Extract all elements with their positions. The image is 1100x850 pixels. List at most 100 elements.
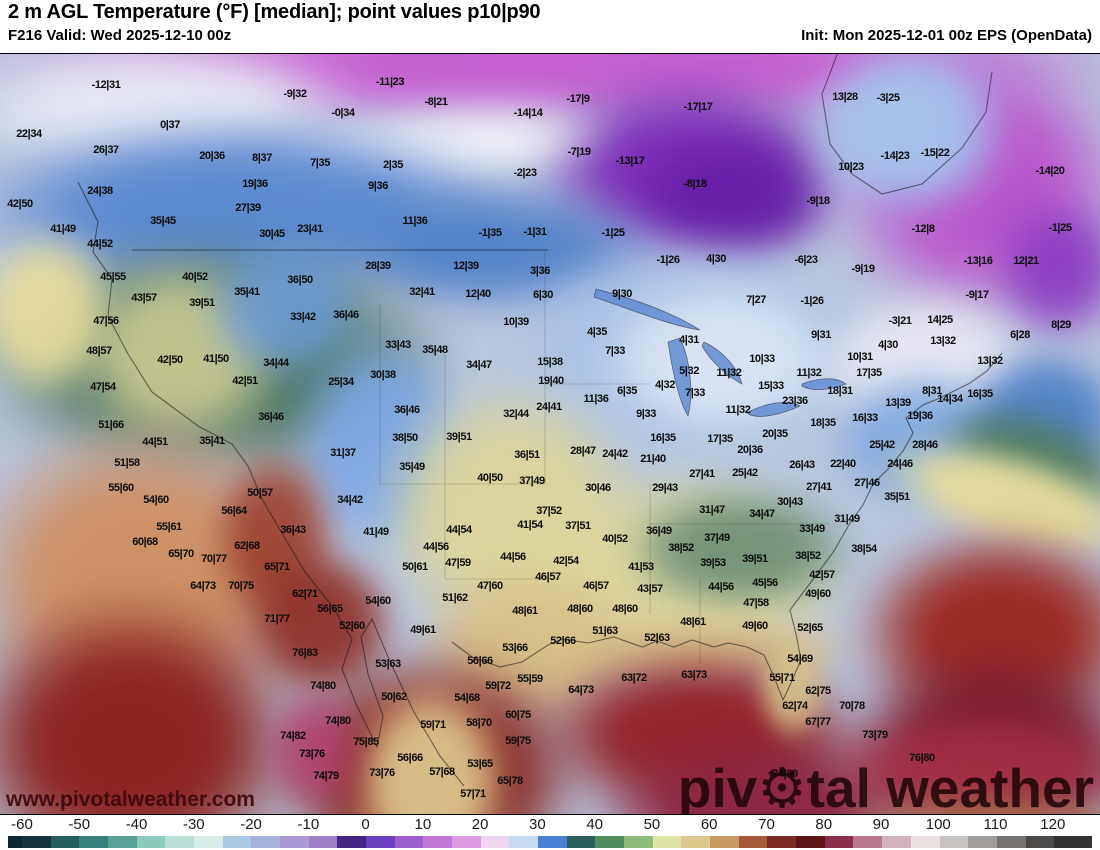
point-value: 7|35: [310, 157, 330, 169]
point-value: 50|62: [381, 691, 407, 703]
point-value: 19|36: [907, 410, 933, 422]
point-value: 31|37: [330, 447, 356, 459]
point-value: 51|66: [98, 419, 124, 431]
point-value: 27|46: [854, 477, 880, 489]
colorbar-tick: 70: [758, 816, 775, 833]
point-value: 23|41: [297, 223, 323, 235]
point-value: 36|50: [287, 274, 313, 286]
point-value: 38|54: [851, 543, 877, 555]
colorbar-segment: [136, 836, 166, 848]
point-value: -15|22: [920, 147, 950, 159]
point-value: 22|34: [16, 128, 42, 140]
point-value: -8|21: [424, 96, 448, 108]
point-value: 34|44: [263, 357, 289, 369]
watermark-url: www.pivotalweather.com: [6, 788, 255, 811]
great-lakes: [593, 288, 847, 418]
point-value: 28|39: [365, 260, 391, 272]
point-value: 54|60: [143, 494, 169, 506]
colorbar-segment: [566, 836, 596, 848]
point-value: 30|43: [777, 496, 803, 508]
point-value: 0|37: [160, 119, 180, 131]
point-value: -3|25: [876, 92, 900, 104]
point-value: 48|57: [86, 345, 112, 357]
point-value: 52|66: [550, 635, 576, 647]
point-value: 71|77: [264, 613, 290, 625]
point-value: 73|76: [369, 767, 395, 779]
point-value: 47|60: [477, 580, 503, 592]
colorbar-segment: [853, 836, 883, 848]
colorbar-strip: [8, 836, 1093, 848]
point-value: -8|18: [683, 178, 707, 190]
point-value: 13|32: [977, 355, 1003, 367]
point-value: 36|46: [394, 404, 420, 416]
point-value: 16|33: [852, 412, 878, 424]
point-value: 74|80: [310, 680, 336, 692]
point-value: 53|63: [375, 658, 401, 670]
point-value: 43|57: [131, 292, 157, 304]
point-value: 52|65: [797, 622, 823, 634]
point-value: 41|49: [50, 223, 76, 235]
point-value: 37|52: [536, 505, 562, 517]
point-value: 36|46: [333, 309, 359, 321]
point-value: 10|39: [503, 316, 529, 328]
point-value: 65|78: [497, 775, 523, 787]
gear-icon: ⚙: [757, 757, 807, 815]
watermark-brand: piv⚙tal weather: [678, 756, 1094, 815]
east-gulf-coastline: [451, 352, 1003, 702]
point-value: -2|23: [513, 167, 537, 179]
point-value: 39|51: [742, 553, 768, 565]
colorbar: -60 -50 -40 -30 -20 -10 0 10 20 30 40 50 60 70 80 90 100…: [0, 815, 1100, 850]
point-value: 21|40: [640, 453, 666, 465]
colorbar-segment: [652, 836, 682, 848]
point-value: 73|76: [299, 748, 325, 760]
lake-superior: [593, 288, 701, 331]
point-value: -1|25: [1048, 222, 1072, 234]
point-value: 16|35: [967, 388, 993, 400]
point-value: 47|59: [445, 557, 471, 569]
point-value: 43|57: [637, 583, 663, 595]
point-value: 54|69: [787, 653, 813, 665]
point-value: 27|41: [806, 481, 832, 493]
point-value: 60|68: [132, 536, 158, 548]
point-value: 48|61: [680, 616, 706, 628]
point-value: 62|68: [234, 540, 260, 552]
point-value: 7|33: [605, 345, 625, 357]
point-value: 36|49: [646, 525, 672, 537]
colorbar-tick: 10: [414, 816, 432, 833]
point-value: 44|51: [142, 436, 168, 448]
point-value: 20|35: [762, 428, 788, 440]
point-value: 70|78: [839, 700, 865, 712]
point-value: 57|68: [429, 766, 455, 778]
colorbar-tick: -50: [68, 816, 91, 833]
point-value: 41|53: [628, 561, 654, 573]
point-value: 57|71: [460, 788, 486, 800]
point-value: 40|52: [602, 533, 628, 545]
point-value: 34|42: [337, 494, 363, 506]
point-value: 64|73: [190, 580, 216, 592]
point-value: -9|32: [283, 88, 307, 100]
point-value: 12|39: [453, 260, 479, 272]
point-value: 5|32: [679, 365, 699, 377]
state-borders: [379, 250, 830, 664]
point-value: 39|53: [700, 557, 726, 569]
point-value: 4|35: [587, 326, 607, 338]
point-value: 7|27: [746, 294, 766, 306]
point-value: 35|45: [150, 215, 176, 227]
lake-huron: [701, 341, 743, 385]
point-value: 11|32: [716, 367, 742, 379]
point-value: 44|56: [500, 551, 526, 563]
point-value: 4|31: [679, 334, 699, 346]
point-value: 26|43: [789, 459, 815, 471]
colorbar-tick: 50: [643, 816, 661, 833]
point-value: 74|80: [772, 768, 798, 780]
point-value: 17|35: [707, 433, 733, 445]
colorbar-tick: 80: [815, 816, 833, 833]
point-value: 28|47: [570, 445, 596, 457]
point-value: 9|33: [636, 408, 656, 420]
lake-erie: [747, 401, 801, 417]
colorbar-segment: [366, 836, 395, 848]
point-value: 15|38: [537, 356, 563, 368]
point-value: 76|80: [909, 752, 935, 764]
colorbar-segment: [79, 836, 109, 848]
